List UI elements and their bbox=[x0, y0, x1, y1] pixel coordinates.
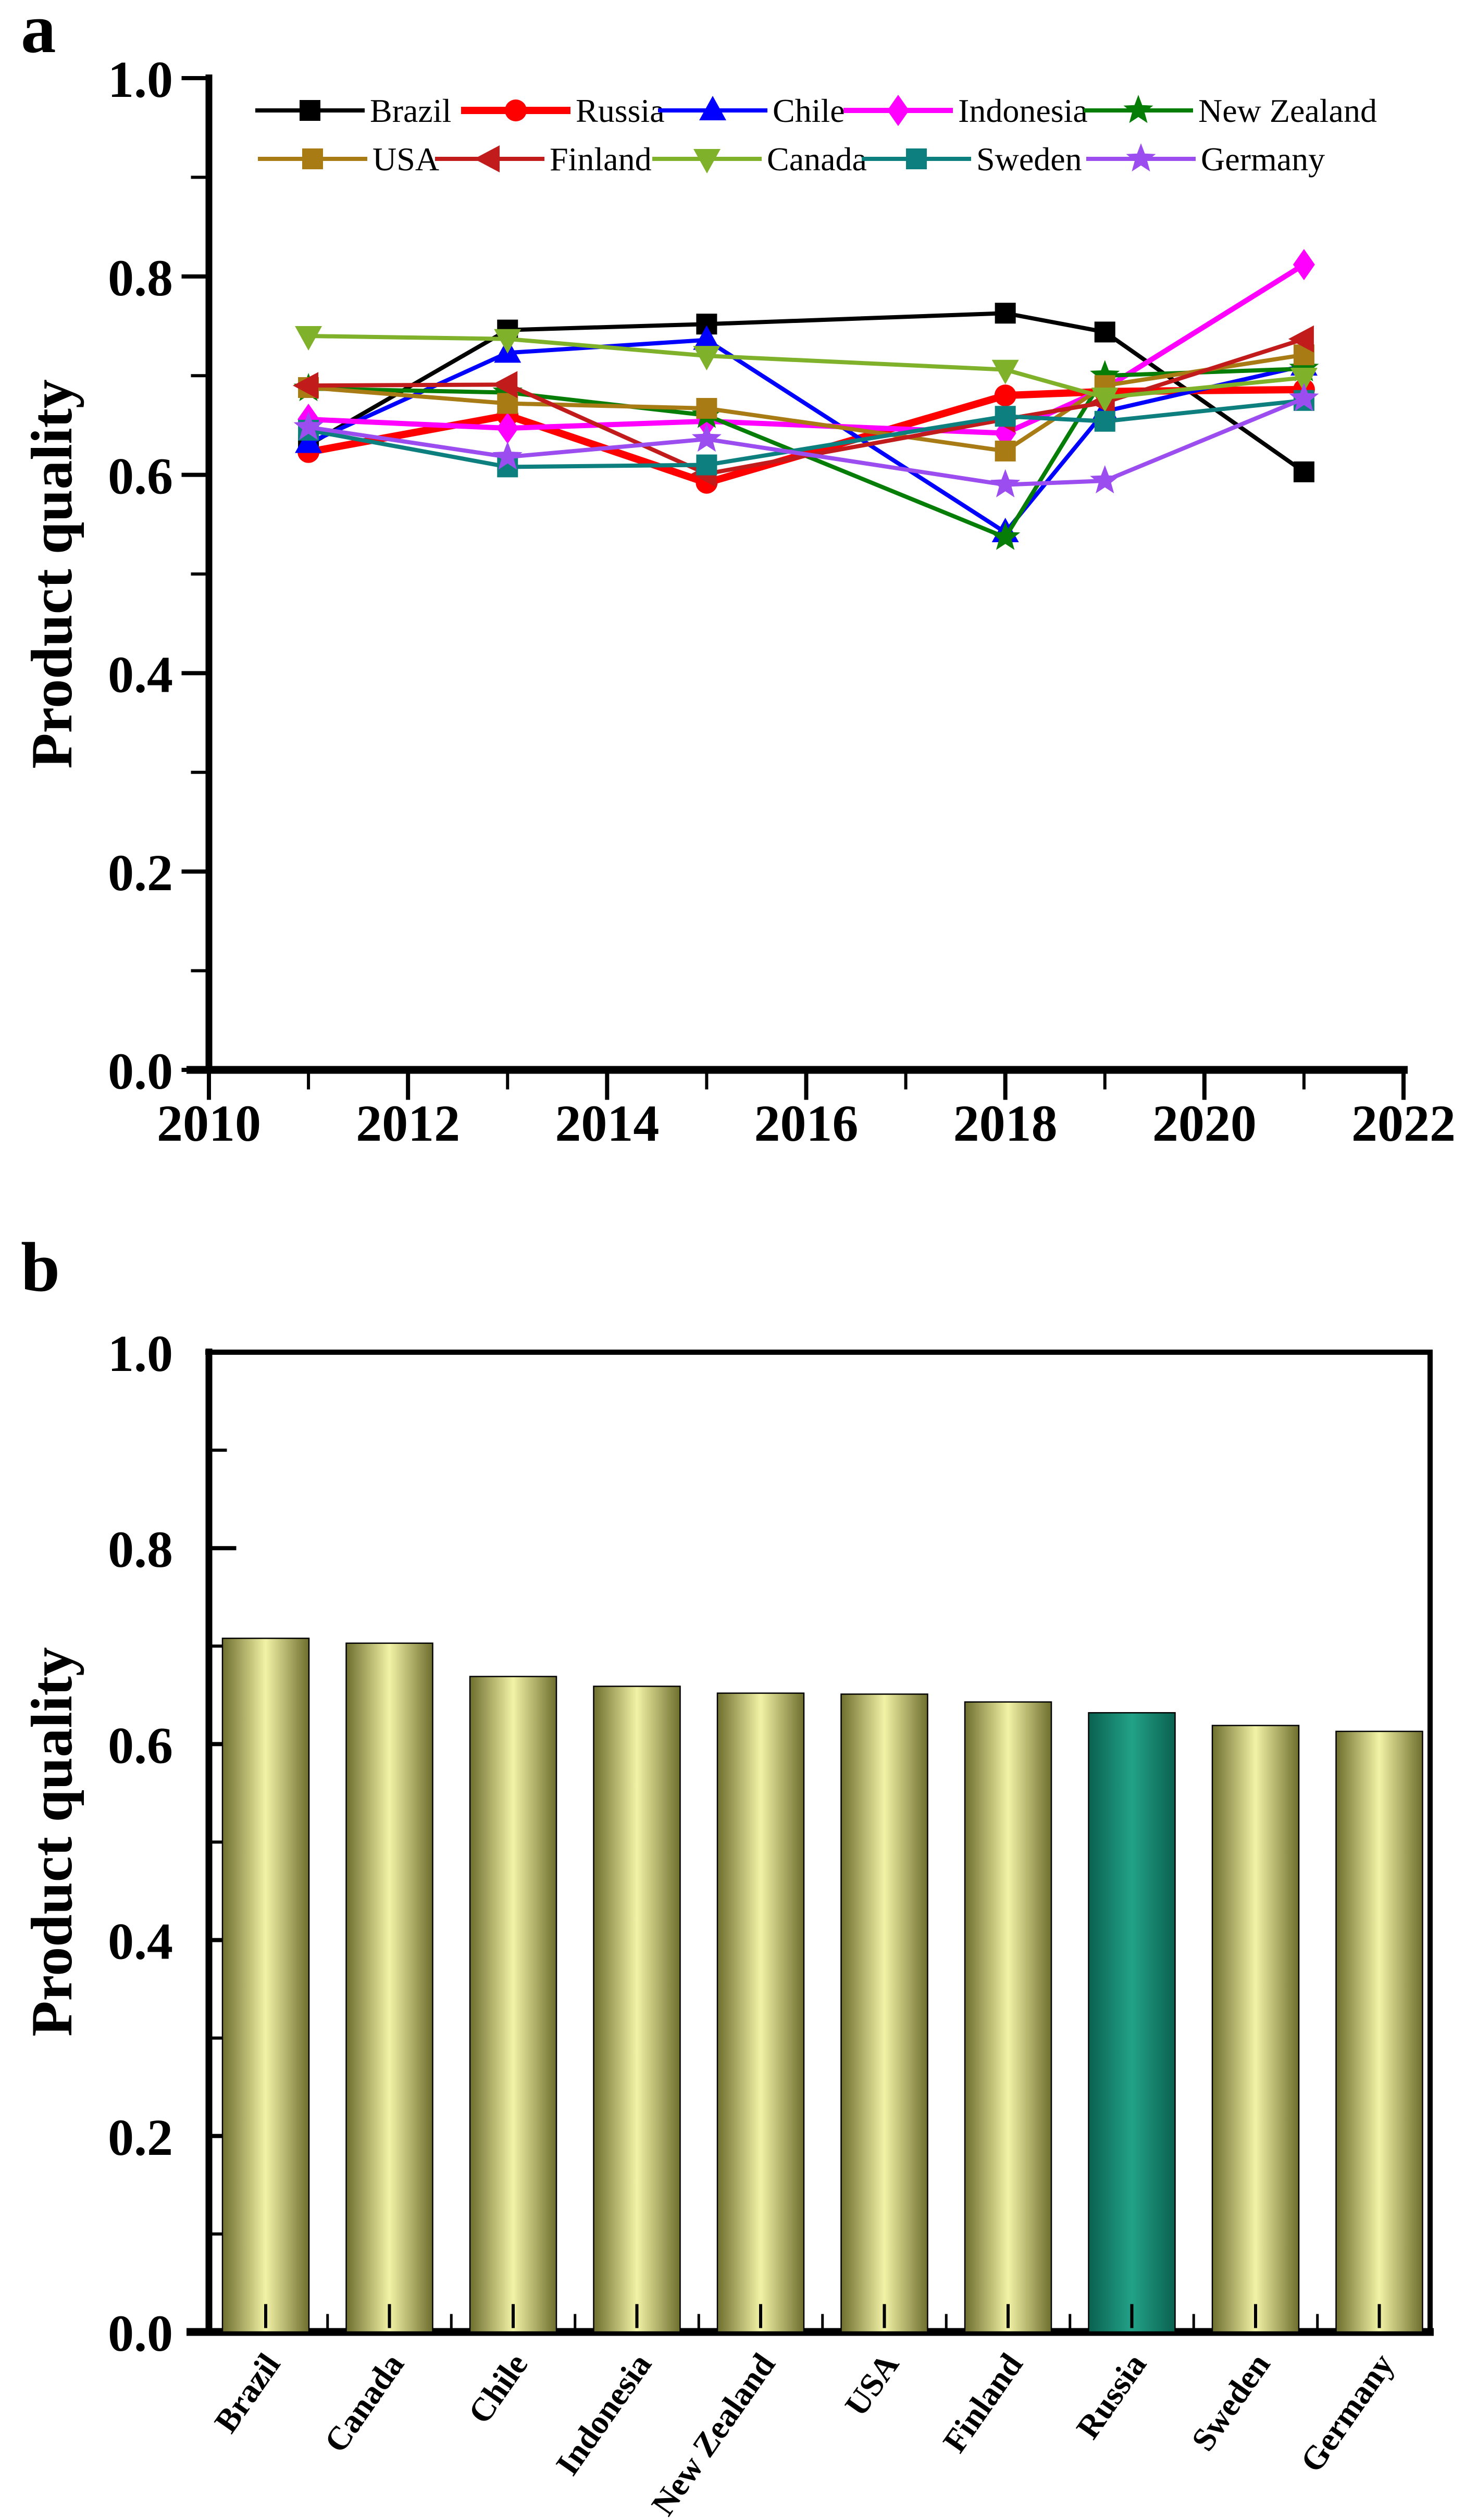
legend-item-finland: Finland bbox=[435, 141, 652, 178]
bar-indonesia bbox=[593, 1686, 681, 2333]
panel-a-x-tick-label: 2018 bbox=[953, 1094, 1058, 1152]
legend-label: Chile bbox=[773, 92, 845, 129]
bar-new-zealand bbox=[716, 1692, 805, 2333]
series-line-new-zealand bbox=[306, 366, 1306, 540]
legend-label: Russia bbox=[576, 92, 665, 129]
legend-item-russia: Russia bbox=[461, 92, 665, 129]
legend-label: Germany bbox=[1201, 141, 1325, 178]
category-label-new-zealand: New Zealand bbox=[644, 2347, 782, 2520]
category-label-germany: Germany bbox=[1293, 2347, 1401, 2478]
panel-b-bar-chart: 0.0 0.2 0.4 0.6 0.8 1.0 Brazil Canada Chile Indon… bbox=[108, 1325, 1434, 2520]
bar-finland bbox=[964, 1701, 1052, 2333]
panel-a-y-tick-label: 0.0 bbox=[108, 1042, 173, 1100]
category-label-usa: USA bbox=[837, 2347, 906, 2423]
category-label-indonesia: Indonesia bbox=[549, 2347, 659, 2481]
panel-a-y-tick-label: 0.4 bbox=[108, 645, 173, 703]
legend-label: Brazil bbox=[370, 92, 451, 129]
panel-b-y-tick-label: 1.0 bbox=[108, 1325, 173, 1382]
legend-item-indonesia: Indonesia bbox=[843, 92, 1088, 129]
legend-label: Sweden bbox=[976, 141, 1082, 178]
panel-a-x-tick-label: 2012 bbox=[356, 1094, 460, 1152]
category-label-finland: Finland bbox=[936, 2347, 1030, 2459]
bar-germany bbox=[1335, 1730, 1423, 2333]
series-line-finland bbox=[306, 336, 1306, 476]
panel-b-y-tick-label: 0.0 bbox=[108, 2304, 173, 2362]
legend-label: Canada bbox=[767, 141, 867, 178]
category-label-russia: Russia bbox=[1069, 2347, 1153, 2445]
panel-a-x-tick-label: 2014 bbox=[555, 1094, 659, 1152]
panel-b-y-tick-label: 0.4 bbox=[108, 1913, 173, 1970]
legend-item-canada: Canada bbox=[652, 141, 867, 178]
legend-label: Indonesia bbox=[958, 92, 1088, 129]
panel-b-y-tick-label: 0.2 bbox=[108, 2109, 173, 2166]
bar-canada bbox=[345, 1642, 433, 2333]
bar-chile bbox=[469, 1676, 557, 2333]
category-label-sweden: Sweden bbox=[1184, 2347, 1277, 2457]
panel-a-line-chart: 0.0 0.2 0.4 0.6 0.8 1.0 2010 2012 2014 2016 2018 20… bbox=[108, 51, 1456, 1152]
bar-brazil bbox=[221, 1638, 310, 2333]
panel-a-x-tick-label: 2020 bbox=[1152, 1094, 1257, 1152]
series-line-indonesia bbox=[306, 261, 1307, 436]
panel-a-y-tick-label: 0.6 bbox=[108, 447, 173, 505]
category-label-chile: Chile bbox=[461, 2347, 535, 2430]
legend-label: Finland bbox=[550, 141, 652, 178]
bar-sweden bbox=[1211, 1725, 1300, 2333]
bar-russia bbox=[1088, 1712, 1176, 2333]
legend-item-new-zealand: New Zealand bbox=[1084, 92, 1377, 129]
legend-item-brazil: Brazil bbox=[255, 92, 451, 129]
legend-item-usa: USA bbox=[258, 141, 439, 178]
legend-item-sweden: Sweden bbox=[862, 141, 1082, 178]
legend-label: USA bbox=[373, 141, 439, 178]
category-label-brazil: Brazil bbox=[207, 2347, 287, 2439]
panel-a-y-tick-label: 0.2 bbox=[108, 844, 173, 902]
panel-b-label: b bbox=[21, 1229, 60, 1306]
panel-a-label: a bbox=[21, 0, 56, 68]
panel-a-x-tick-label: 2022 bbox=[1351, 1094, 1456, 1152]
panel-a-y-tick-label: 1.0 bbox=[108, 51, 173, 108]
bar-usa bbox=[840, 1693, 928, 2333]
legend-label: New Zealand bbox=[1198, 92, 1377, 129]
series-line-sweden bbox=[306, 398, 1306, 469]
category-label-canada: Canada bbox=[317, 2347, 411, 2459]
series-line-germany bbox=[306, 396, 1306, 487]
panel-a-y-tick-label: 0.8 bbox=[108, 249, 173, 307]
series-line-brazil bbox=[306, 311, 1306, 474]
panel-b-y-tick-label: 0.6 bbox=[108, 1716, 173, 1774]
panel-a-x-tick-label: 2016 bbox=[754, 1094, 859, 1152]
series-line-canada bbox=[306, 334, 1306, 400]
panel-a-x-tick-label: 2010 bbox=[157, 1094, 261, 1152]
legend-item-chile: Chile bbox=[658, 92, 845, 129]
legend-item-germany: Germany bbox=[1086, 141, 1325, 178]
series-line-usa bbox=[306, 353, 1306, 453]
panel-b-y-tick-label: 0.8 bbox=[108, 1520, 173, 1578]
series-line-chile bbox=[306, 338, 1306, 535]
